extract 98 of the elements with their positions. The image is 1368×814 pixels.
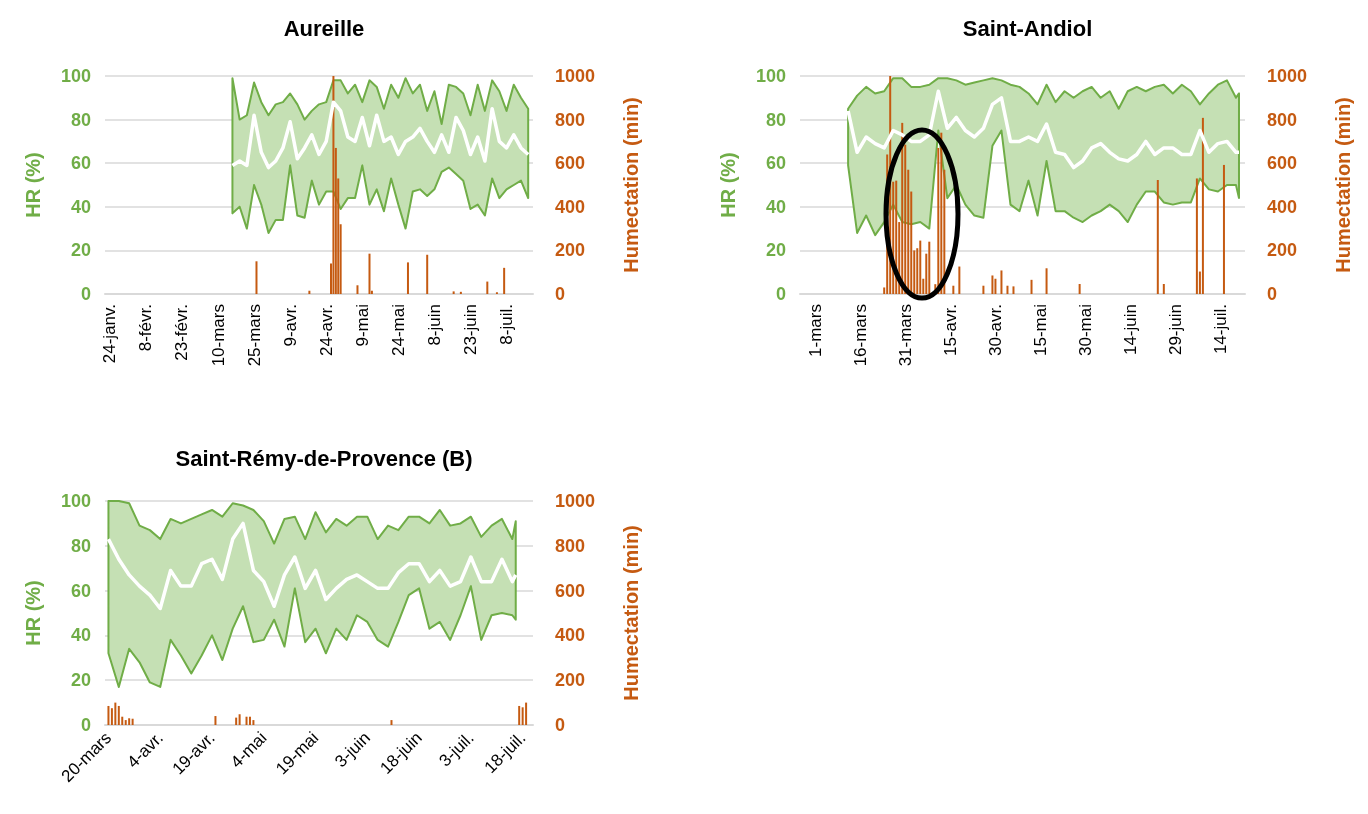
y-axis-title: HR (%) (22, 580, 44, 646)
bar (1045, 268, 1048, 294)
y2-tick-label: 800 (555, 535, 586, 556)
bar (452, 291, 455, 294)
bar (332, 76, 335, 294)
y-tick-label: 80 (70, 109, 91, 130)
x-tick-label: 25-mars (244, 304, 264, 367)
y-tick-label: 20 (70, 240, 91, 261)
x-tick-label: 14-juil. (1211, 304, 1231, 355)
x-tick-label: 1-mars (805, 304, 825, 357)
y-tick-label: 60 (70, 153, 91, 174)
y-tick-label: 100 (60, 491, 91, 511)
x-tick-label: 23-juin (460, 304, 480, 356)
x-tick-label: 8-juil. (497, 304, 517, 345)
x-tick-label: 8-févr. (136, 304, 156, 352)
y-tick-label: 20 (70, 670, 91, 691)
x-tick-label: 30-avr. (985, 304, 1005, 356)
x-tick-label: 14-juin (1121, 304, 1141, 356)
y-tick-label: 40 (70, 196, 91, 217)
y2-tick-label: 0 (555, 284, 566, 304)
x-tick-label: 23-févr. (172, 304, 192, 361)
bar (255, 261, 258, 294)
x-tick-label: 24-janv. (100, 304, 120, 364)
y2-tick-label: 400 (555, 625, 586, 646)
bar (994, 278, 997, 294)
y2-axis-title: Humectation (min) (620, 97, 642, 273)
y2-tick-label: 1000 (555, 66, 596, 86)
bar (958, 266, 961, 294)
y2-tick-label: 200 (555, 670, 586, 691)
x-tick-label: 15-avr. (940, 304, 960, 356)
chart-title: Saint-Rémy-de-Provence (B) (175, 445, 473, 471)
y2-tick-label: 400 (1267, 196, 1298, 217)
bar (1000, 270, 1003, 294)
x-tick-label: 10-mars (208, 304, 228, 367)
x-tick-label: 15-mai (1031, 304, 1051, 356)
y-tick-label: 60 (70, 580, 91, 601)
x-tick-label: 16-mars (850, 304, 870, 367)
bar (503, 267, 506, 294)
x-tick-label: 9-mai (352, 304, 372, 347)
x-tick-label: 29-juin (1166, 304, 1186, 356)
bar (486, 281, 489, 294)
x-tick-label: 30-mai (1076, 304, 1096, 356)
bar (1222, 164, 1225, 294)
bar (1162, 283, 1165, 294)
y2-tick-label: 400 (555, 196, 586, 217)
bar (919, 240, 922, 294)
bar (982, 285, 985, 294)
y2-tick-label: 1000 (555, 491, 596, 511)
y2-axis-title: Humectation (min) (620, 525, 642, 701)
y-tick-label: 60 (765, 153, 786, 174)
y2-tick-label: 200 (555, 240, 586, 261)
y2-tick-label: 600 (1267, 153, 1298, 174)
bar (1156, 179, 1159, 294)
y2-tick-label: 1000 (1267, 66, 1308, 86)
bar (928, 241, 931, 294)
y-tick-label: 100 (60, 66, 91, 86)
y-axis-title: HR (%) (717, 152, 739, 218)
bar (1078, 283, 1081, 294)
y-tick-label: 80 (70, 535, 91, 556)
y2-tick-label: 800 (555, 109, 586, 130)
x-tick-label: 9-avr. (280, 304, 300, 347)
chart-title: Aureille (283, 15, 365, 41)
bar (356, 285, 359, 294)
bar (1012, 286, 1015, 294)
line-series (106, 521, 518, 611)
chart-title: Saint-Andiol (962, 15, 1093, 41)
bar (952, 285, 955, 294)
y-tick-label: 20 (765, 240, 786, 261)
y2-tick-label: 600 (555, 153, 586, 174)
y2-tick-label: 800 (1267, 109, 1298, 130)
y2-tick-label: 0 (555, 715, 566, 735)
bar (1195, 178, 1198, 294)
line-series (230, 100, 530, 170)
bar (991, 275, 994, 294)
x-tick-label: 24-avr. (316, 304, 336, 356)
y2-axis-title: Humectation (min) (1332, 97, 1354, 273)
y-axis-title: HR (%) (22, 152, 44, 218)
bar (368, 253, 371, 294)
bar (426, 254, 429, 294)
y2-tick-label: 0 (1267, 284, 1278, 304)
bar (406, 262, 409, 294)
bar (459, 291, 462, 294)
line-series (846, 89, 1241, 170)
x-tick-label: 31-mars (895, 304, 915, 367)
x-tick-label: 24-mai (388, 304, 408, 356)
bar (1201, 117, 1204, 294)
y-tick-label: 40 (765, 196, 786, 217)
bar (1006, 285, 1009, 294)
y-tick-label: 100 (755, 66, 786, 86)
y-tick-label: 80 (765, 109, 786, 130)
y-tick-label: 0 (80, 715, 91, 735)
x-tick-label: 8-juin (424, 304, 444, 346)
y-tick-label: 40 (70, 625, 91, 646)
y-tick-label: 0 (775, 284, 786, 304)
y-tick-label: 0 (80, 284, 91, 304)
y2-tick-label: 200 (1267, 240, 1298, 261)
bar (1030, 279, 1033, 294)
y2-tick-label: 600 (555, 580, 586, 601)
